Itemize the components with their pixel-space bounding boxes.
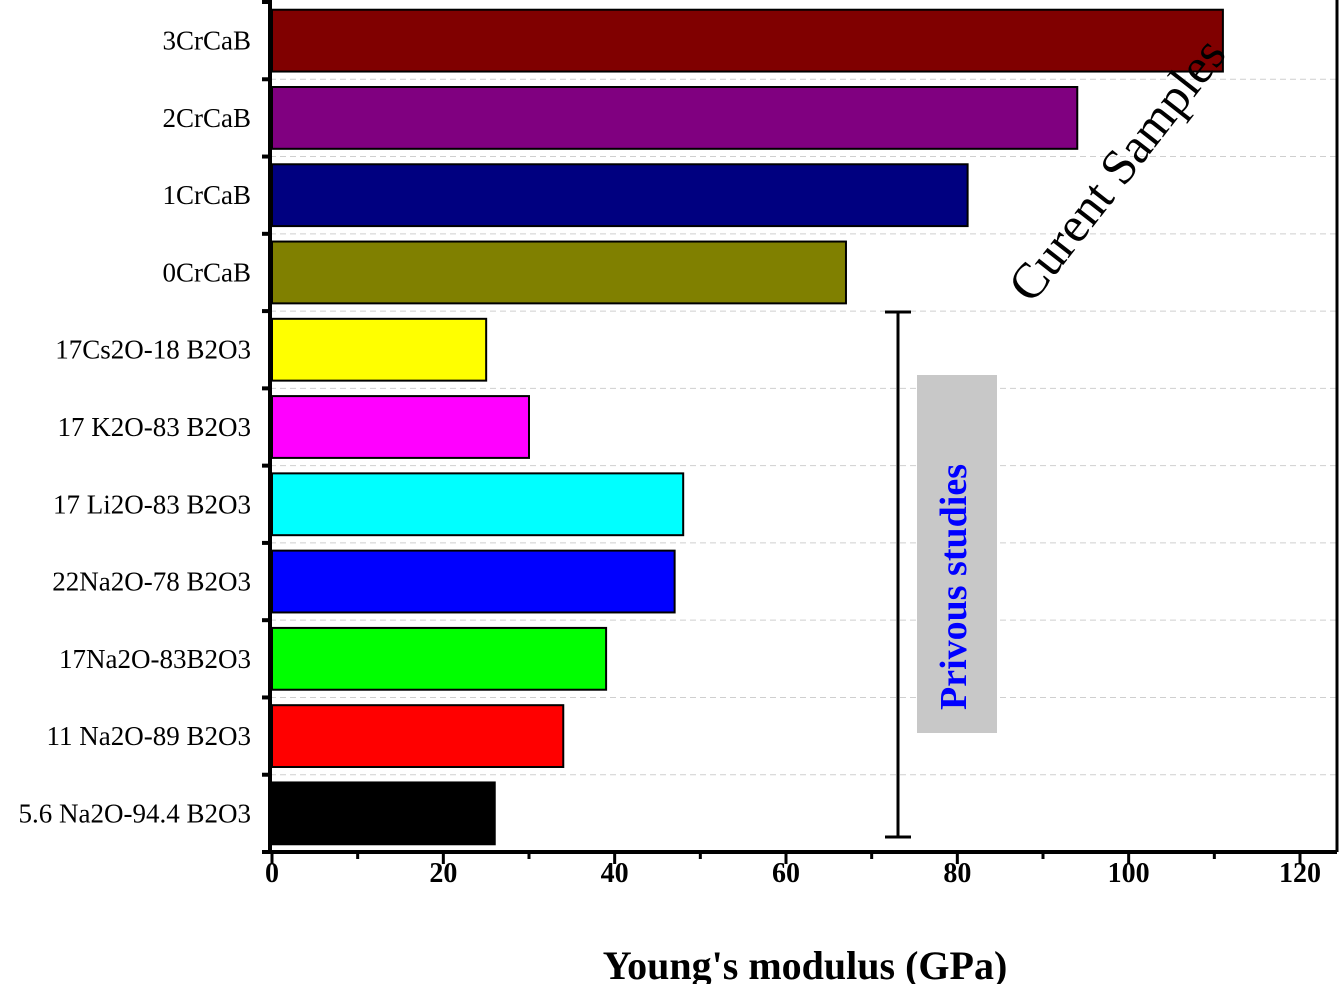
bar (271, 8, 1224, 73)
bar (271, 781, 496, 846)
x-tick-labels: 0 20 40 60 80 100 120 (265, 858, 1321, 889)
category-labels: 3CrCaB 2CrCaB 1CrCaB 0CrCaB 17Cs2O-18 B2O3 17… (19, 26, 251, 829)
bar (271, 472, 685, 537)
gridlines (270, 78, 1337, 776)
previous-studies-annotation: Privous studies (933, 464, 975, 710)
category-label: 0CrCaB (162, 257, 251, 287)
x-tick-label: 20 (429, 858, 457, 889)
x-tick-label: 60 (772, 858, 800, 889)
category-label: 17 Li2O-83 B2O3 (53, 489, 251, 519)
x-tick-label: 120 (1279, 858, 1321, 889)
x-axis-title: Young's modulus (GPa) (603, 943, 1008, 984)
bar (271, 240, 847, 305)
previous-studies-box (917, 375, 997, 733)
category-label: 2CrCaB (162, 103, 251, 133)
category-label: 11 Na2O-89 B2O3 (47, 721, 251, 751)
bar (271, 317, 488, 382)
bar (271, 395, 530, 459)
x-tick-label: 80 (943, 858, 971, 889)
x-tick-label: 0 (265, 858, 279, 889)
bar (271, 704, 565, 769)
category-label: 17Na2O-83B2O3 (59, 644, 251, 674)
x-tick-label: 100 (1108, 858, 1150, 889)
category-label: 22Na2O-78 B2O3 (52, 567, 251, 597)
bar (271, 626, 608, 691)
x-tick-label: 40 (601, 858, 629, 889)
bar (271, 86, 1079, 150)
category-label: 5.6 Na2O-94.4 B2O3 (19, 798, 251, 828)
previous-studies-bracket (885, 310, 911, 839)
category-label: 3CrCaB (162, 26, 251, 56)
category-label: 17 K2O-83 B2O3 (58, 412, 252, 442)
category-label: 1CrCaB (162, 180, 251, 210)
bars (271, 8, 1224, 846)
axes (262, 0, 1339, 864)
bar (271, 163, 969, 228)
category-label: 17Cs2O-18 B2O3 (55, 335, 251, 365)
bar (271, 549, 676, 614)
